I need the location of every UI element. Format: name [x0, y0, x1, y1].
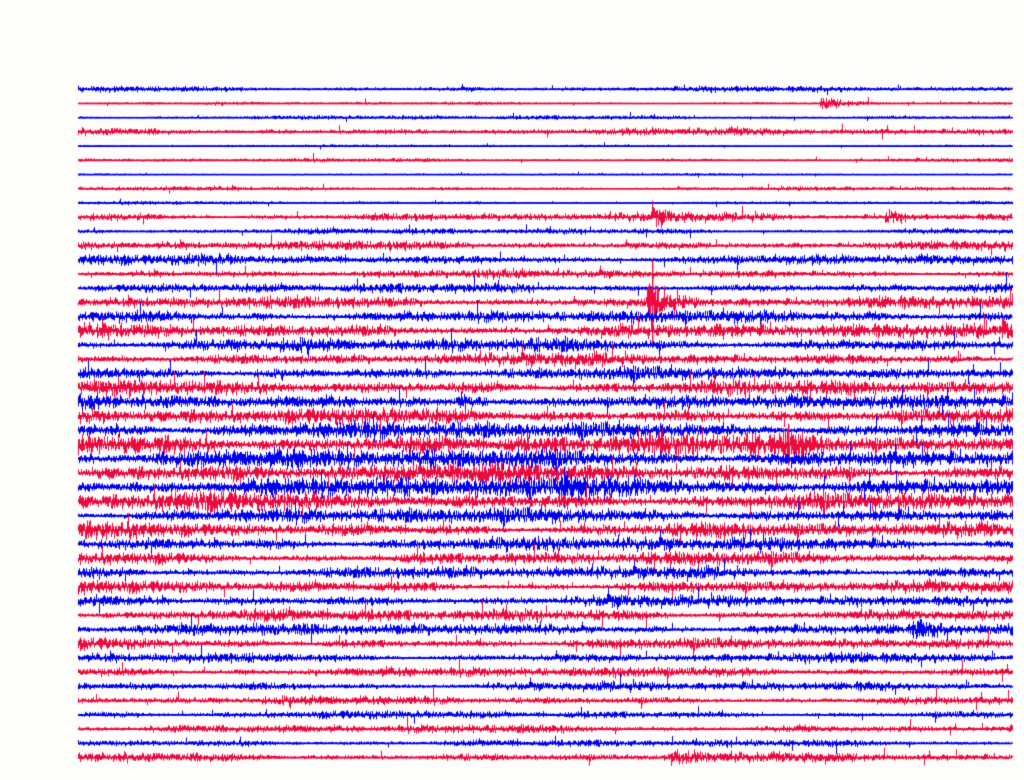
seismogram-page: MN Tirana, Albania 2024-12-07 Applied fi… [0, 0, 1024, 780]
seismogram-traces [0, 0, 1024, 780]
